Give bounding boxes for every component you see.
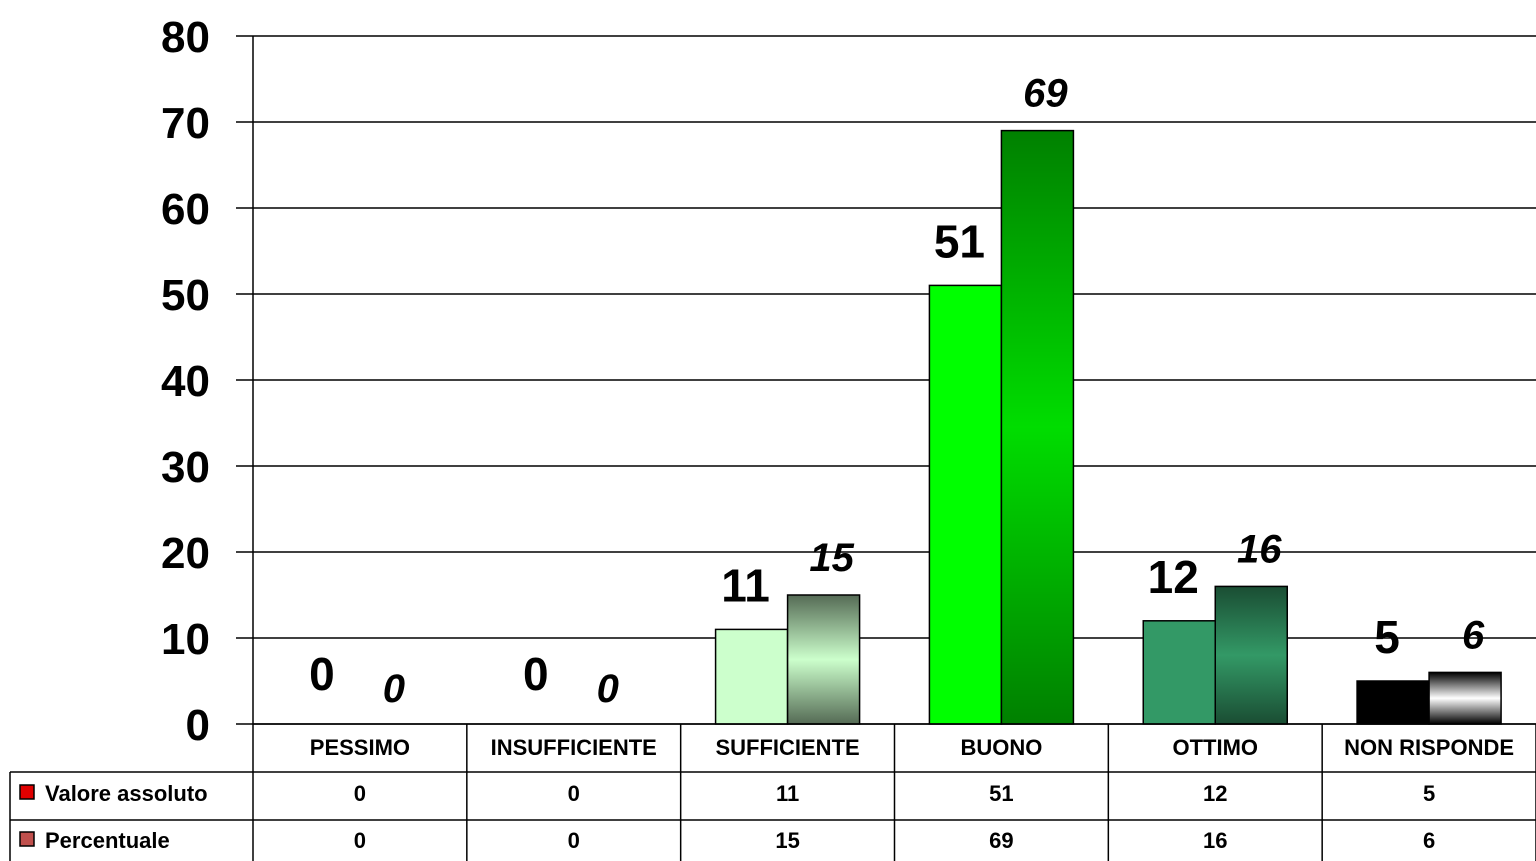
bar-abs-3: [928, 284, 1003, 725]
bar-pct-3: [1000, 129, 1075, 725]
legend-key-0: [19, 784, 35, 800]
table-cell-1-3: 69: [989, 828, 1013, 853]
bars: [714, 129, 1502, 725]
y-tick-label-20: 20: [161, 529, 210, 578]
legend-key-1: [19, 831, 35, 847]
bar-pct-4: [1214, 585, 1288, 725]
category-label-0: PESSIMO: [310, 735, 410, 760]
data-label-pct-0: 0: [383, 667, 405, 711]
category-label-4: OTTIMO: [1172, 735, 1258, 760]
data-table: PESSIMO INSUFFICIENTE SUFFICIENTE BUONO OTTI…: [9, 723, 1536, 861]
table-cell-1-0: 0: [354, 828, 366, 853]
table-cell-0-2: 11: [776, 781, 799, 806]
series-name-1: Percentuale: [45, 828, 170, 853]
data-label-abs-2: 11: [721, 559, 770, 611]
bar-abs-2: [714, 628, 789, 725]
table-cell-0-1: 0: [568, 781, 580, 806]
data-label-pct-2: 15: [809, 536, 854, 580]
data-label-abs-0: 0: [309, 648, 335, 700]
data-label-abs-3: 51: [934, 215, 985, 267]
y-tick-label-60: 60: [161, 185, 210, 234]
table-cell-1-2: 15: [775, 828, 799, 853]
data-label-pct-1: 0: [597, 667, 619, 711]
y-tick-label-50: 50: [161, 271, 210, 320]
y-tick-label-10: 10: [161, 615, 210, 664]
y-tick-label-70: 70: [161, 99, 210, 148]
category-label-1: INSUFFICIENTE: [491, 735, 657, 760]
table-cell-0-5: 5: [1423, 781, 1435, 806]
table-cell-0-3: 51: [989, 781, 1013, 806]
grid-lines: [236, 35, 1536, 725]
table-cell-1-1: 0: [568, 828, 580, 853]
data-label-pct-5: 6: [1462, 613, 1485, 657]
data-label-pct-3: 69: [1023, 72, 1068, 116]
category-label-2: SUFFICIENTE: [715, 735, 859, 760]
table-cell-1-4: 16: [1203, 828, 1227, 853]
y-tick-label-0: 0: [186, 701, 210, 750]
table-cell-0-4: 12: [1203, 781, 1227, 806]
category-label-5: NON RISPONDE: [1344, 735, 1514, 760]
data-label-pct-4: 16: [1237, 527, 1282, 571]
y-axis: 0 10 20 30 40 50 60 70 80: [161, 13, 254, 750]
y-tick-label-30: 30: [161, 443, 210, 492]
bar-abs-5: [1356, 680, 1430, 725]
data-label-abs-5: 5: [1374, 611, 1400, 663]
bar-abs-4: [1142, 620, 1216, 725]
y-tick-label-40: 40: [161, 357, 210, 406]
data-label-abs-1: 0: [523, 648, 549, 700]
category-label-3: BUONO: [960, 735, 1042, 760]
bar-pct-2: [786, 594, 861, 725]
table-cell-0-0: 0: [354, 781, 366, 806]
bar-pct-5: [1428, 671, 1502, 725]
data-label-abs-4: 12: [1148, 551, 1199, 603]
series-name-0: Valore assoluto: [45, 781, 208, 806]
table-cell-1-5: 6: [1423, 828, 1435, 853]
data-labels: 0 0 0 0 11 15 51 69 12 16 5 6: [309, 72, 1485, 711]
y-tick-label-80: 80: [161, 13, 210, 62]
